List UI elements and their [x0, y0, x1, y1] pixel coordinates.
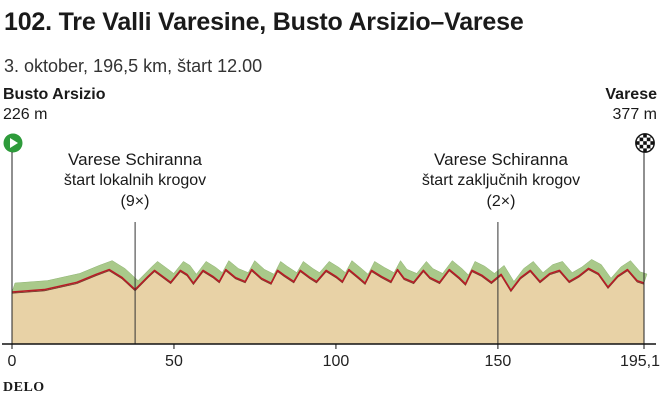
annotation-desc: štart zaključnih krogov: [421, 172, 581, 189]
annotation-final-laps: Varese Schiranna štart zaključnih krogov…: [422, 149, 580, 212]
page-title: 102. Tre Valli Varesine, Busto Arsizio–V…: [4, 8, 524, 36]
profile-line: [11, 267, 645, 293]
x-tick-label: 195,1: [619, 353, 660, 370]
play-start-icon: [3, 133, 23, 153]
annotation-title: Varese Schiranna: [434, 150, 568, 169]
annotation-laps: (2×): [486, 193, 516, 210]
start-altitude: 226 m: [3, 106, 48, 123]
finish-location: Varese 377 m: [605, 85, 657, 125]
x-tick-label: 150: [484, 353, 512, 370]
publisher-logo: DELO: [3, 380, 45, 395]
x-tick-label: 50: [165, 353, 183, 370]
checkered-flag-icon: [635, 133, 655, 153]
x-tick-label: 0: [7, 353, 17, 370]
annotation-local-laps: Varese Schiranna štart lokalnih krogov (…: [64, 149, 206, 212]
race-info: 3. oktober, 196,5 km, štart 12.00: [4, 56, 263, 76]
x-tick-label: 100: [322, 353, 350, 370]
start-location: Busto Arsizio 226 m: [3, 85, 106, 125]
annotation-laps: (9×): [120, 193, 150, 210]
finish-name: Varese: [605, 86, 657, 103]
annotation-title: Varese Schiranna: [68, 150, 202, 169]
profile-area: [12, 268, 644, 344]
start-name: Busto Arsizio: [3, 86, 106, 103]
annotation-desc: štart lokalnih krogov: [63, 172, 207, 189]
finish-altitude: 377 m: [612, 106, 657, 123]
